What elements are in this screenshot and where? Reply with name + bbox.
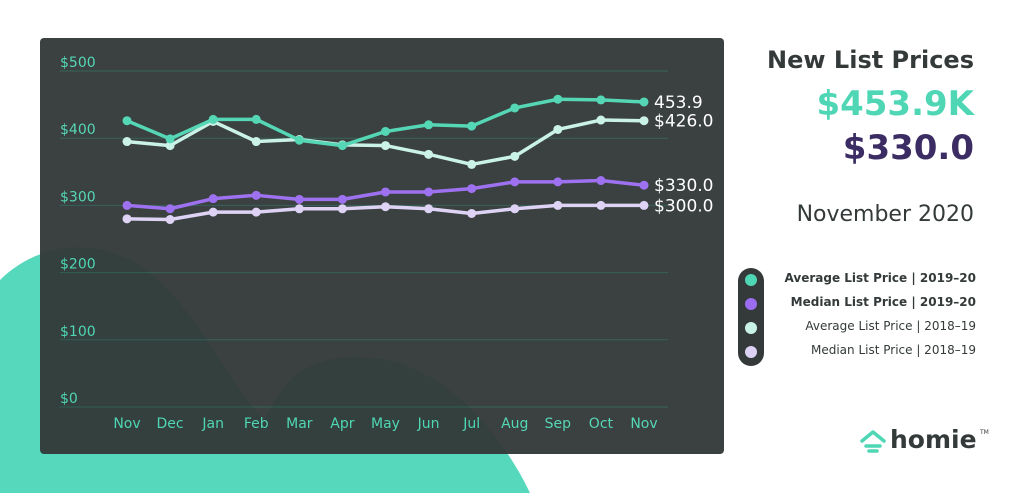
- data-point: [553, 177, 563, 187]
- data-point: [122, 116, 132, 126]
- data-point: [381, 141, 390, 151]
- legend-dot: [745, 346, 757, 358]
- data-point: [467, 208, 477, 218]
- line-chart: $0 $100 $200 $300 $400 $500 Nov Dec Jan Feb Mar Apr…: [60, 55, 713, 432]
- data-point: [337, 194, 347, 204]
- data-point: [553, 124, 563, 134]
- x-tick-label: Mar: [286, 416, 313, 432]
- data-point: [251, 207, 261, 217]
- data-point: [553, 200, 563, 210]
- data-point: [294, 135, 304, 145]
- legend-item-avg-2019-20: Average List Price | 2019–20: [738, 268, 976, 292]
- x-tick-label: Dec: [157, 416, 184, 432]
- y-tick-label: $100: [60, 324, 96, 340]
- data-point: [510, 177, 520, 187]
- legend-dot: [745, 298, 757, 310]
- x-tick-label: Jan: [201, 416, 224, 432]
- data-point: [337, 141, 347, 151]
- x-tick-label: Sep: [545, 416, 572, 432]
- x-tick-label: Jul: [462, 416, 480, 432]
- legend-item-median-2018-19: Median List Price | 2018–19: [738, 340, 976, 364]
- page-title: New List Prices: [767, 46, 974, 74]
- data-point: [467, 184, 477, 194]
- data-point: [381, 126, 390, 136]
- data-point: [553, 94, 563, 104]
- data-point: [165, 134, 175, 144]
- x-tick-label: Apr: [330, 416, 354, 432]
- data-point: [424, 204, 434, 214]
- x-tick-label: Jun: [417, 416, 440, 432]
- house-icon: [860, 430, 886, 453]
- data-point: [165, 204, 175, 214]
- legend-label: Average List Price | 2018–19: [805, 319, 976, 333]
- y-tick-label: $500: [60, 55, 96, 71]
- data-point: [165, 141, 175, 151]
- legend-label: Average List Price | 2019–20: [784, 271, 976, 285]
- x-tick-label: May: [371, 416, 400, 432]
- end-value-label: 453.9: [654, 93, 703, 113]
- data-point: [639, 180, 649, 190]
- data-point: [208, 194, 218, 204]
- data-point: [165, 215, 175, 225]
- average-price-value: $453.9K: [816, 84, 974, 124]
- data-point: [381, 187, 390, 197]
- data-point: [251, 137, 261, 147]
- data-point: [424, 120, 434, 130]
- data-point: [122, 214, 132, 224]
- data-point: [510, 151, 520, 161]
- data-point: [596, 176, 606, 186]
- y-tick-label: $400: [60, 122, 96, 138]
- y-tick-label: $300: [60, 189, 96, 205]
- data-point: [294, 204, 304, 214]
- legend: Average List Price | 2019–20 Median List…: [738, 268, 976, 366]
- x-tick-label: Oct: [589, 416, 614, 432]
- legend-dot: [745, 274, 757, 286]
- date-label: November 2020: [796, 202, 974, 227]
- legend-item-avg-2018-19: Average List Price | 2018–19: [738, 316, 976, 340]
- legend-label: Median List Price | 2018–19: [810, 343, 976, 357]
- data-point: [596, 200, 606, 210]
- data-point: [639, 200, 649, 210]
- data-point: [424, 187, 434, 197]
- data-point: [122, 137, 132, 147]
- y-tick-label: $200: [60, 257, 96, 273]
- data-point: [467, 159, 477, 169]
- data-point: [467, 121, 477, 131]
- data-point: [251, 114, 261, 124]
- data-point: [122, 200, 132, 210]
- data-point: [294, 194, 304, 204]
- data-point: [251, 190, 261, 200]
- data-point: [510, 204, 520, 214]
- logo-text: homie: [890, 425, 977, 454]
- end-value-label: $426.0: [654, 112, 713, 132]
- data-point: [381, 202, 390, 212]
- x-tick-label: Aug: [501, 416, 528, 432]
- legend-label: Median List Price | 2019–20: [790, 295, 976, 309]
- data-point: [639, 116, 649, 126]
- data-point: [596, 95, 606, 105]
- chart-panel: $0 $100 $200 $300 $400 $500 Nov Dec Jan Feb Mar Apr…: [40, 38, 724, 454]
- end-value-label: $300.0: [654, 196, 713, 216]
- data-point: [510, 103, 520, 113]
- x-tick-label: Nov: [630, 416, 657, 432]
- logo-trademark: TM: [980, 429, 989, 436]
- median-price-value: $330.0: [842, 128, 974, 168]
- data-point: [596, 115, 606, 125]
- x-tick-label: Nov: [113, 416, 140, 432]
- data-point: [424, 149, 434, 159]
- legend-dot: [745, 322, 757, 334]
- x-tick-label: Feb: [244, 416, 269, 432]
- data-point: [208, 114, 218, 124]
- data-point: [337, 204, 347, 214]
- data-point: [639, 97, 649, 107]
- y-tick-label: $0: [60, 391, 78, 407]
- data-point: [208, 207, 218, 217]
- end-value-label: $330.0: [654, 176, 713, 196]
- legend-item-median-2019-20: Median List Price | 2019–20: [738, 292, 976, 316]
